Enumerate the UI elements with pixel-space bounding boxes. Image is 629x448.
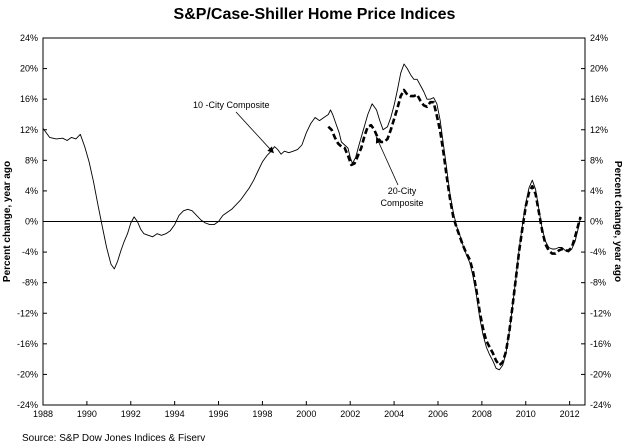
y-tick-label-right: 20% xyxy=(590,64,608,74)
y-tick-label-left: -20% xyxy=(17,369,38,379)
x-tick-label: 1994 xyxy=(165,409,185,419)
y-axis-label-right: Percent change, year ago xyxy=(612,161,623,282)
y-tick-label-left: -12% xyxy=(17,308,38,318)
x-tick-label: 1996 xyxy=(209,409,229,419)
y-tick-label-left: -4% xyxy=(22,247,38,257)
y-axis-label-left: Percent change, year ago xyxy=(2,161,13,282)
x-tick-label: 2004 xyxy=(384,409,404,419)
y-tick-label-right: -16% xyxy=(590,339,611,349)
y-tick-label-right: 12% xyxy=(590,125,608,135)
x-tick-label: 2006 xyxy=(428,409,448,419)
x-tick-label: 2012 xyxy=(560,409,580,419)
x-tick-label: 1988 xyxy=(33,409,53,419)
y-tick-label-right: 0% xyxy=(590,217,603,227)
y-tick-label-left: 8% xyxy=(25,155,38,165)
y-tick-label-left: -24% xyxy=(17,400,38,410)
y-tick-label-left: 24% xyxy=(20,33,38,43)
x-tick-label: 1992 xyxy=(121,409,141,419)
y-tick-label-left: -8% xyxy=(22,278,38,288)
annotation-arrow-20-city xyxy=(375,136,399,186)
annotation-arrow-10-city xyxy=(235,111,274,154)
x-tick-label: 2000 xyxy=(296,409,316,419)
y-tick-label-right: -8% xyxy=(590,278,606,288)
annotation-10-city: 10 -City Composite xyxy=(193,100,270,110)
series-line-1 xyxy=(327,88,582,367)
y-tick-label-left: 12% xyxy=(20,125,38,135)
series-line-0 xyxy=(42,63,582,371)
y-tick-label-right: 16% xyxy=(590,94,608,104)
x-tick-label: 1998 xyxy=(252,409,272,419)
y-tick-label-left: 16% xyxy=(20,94,38,104)
y-tick-label-right: 24% xyxy=(590,33,608,43)
x-tick-label: 1990 xyxy=(77,409,97,419)
y-tick-label-left: 0% xyxy=(25,217,38,227)
y-tick-label-right: 8% xyxy=(590,155,603,165)
annotation-20-city-line1: 20-City xyxy=(388,186,417,196)
y-tick-label-right: -12% xyxy=(590,308,611,318)
y-tick-label-left: 20% xyxy=(20,64,38,74)
x-tick-label: 2008 xyxy=(472,409,492,419)
x-tick-label: 2010 xyxy=(516,409,536,419)
y-tick-label-left: -16% xyxy=(17,339,38,349)
annotation-20-city-line2: Composite xyxy=(380,198,423,208)
y-tick-label-right: -4% xyxy=(590,247,606,257)
y-tick-label-right: -24% xyxy=(590,400,611,410)
chart-source: Source: S&P Dow Jones Indices & Fiserv xyxy=(22,433,206,444)
x-tick-label: 2002 xyxy=(340,409,360,419)
chart-svg: -24% -24% -20% -20% -16% -16% -12% -12% -8% -8% -4… xyxy=(2,33,623,419)
y-tick-label-left: 4% xyxy=(25,186,38,196)
chart-title: S&P/Case-Shiller Home Price Indices xyxy=(173,6,456,23)
y-tick-label-right: -20% xyxy=(590,369,611,379)
y-tick-label-right: 4% xyxy=(590,186,603,196)
